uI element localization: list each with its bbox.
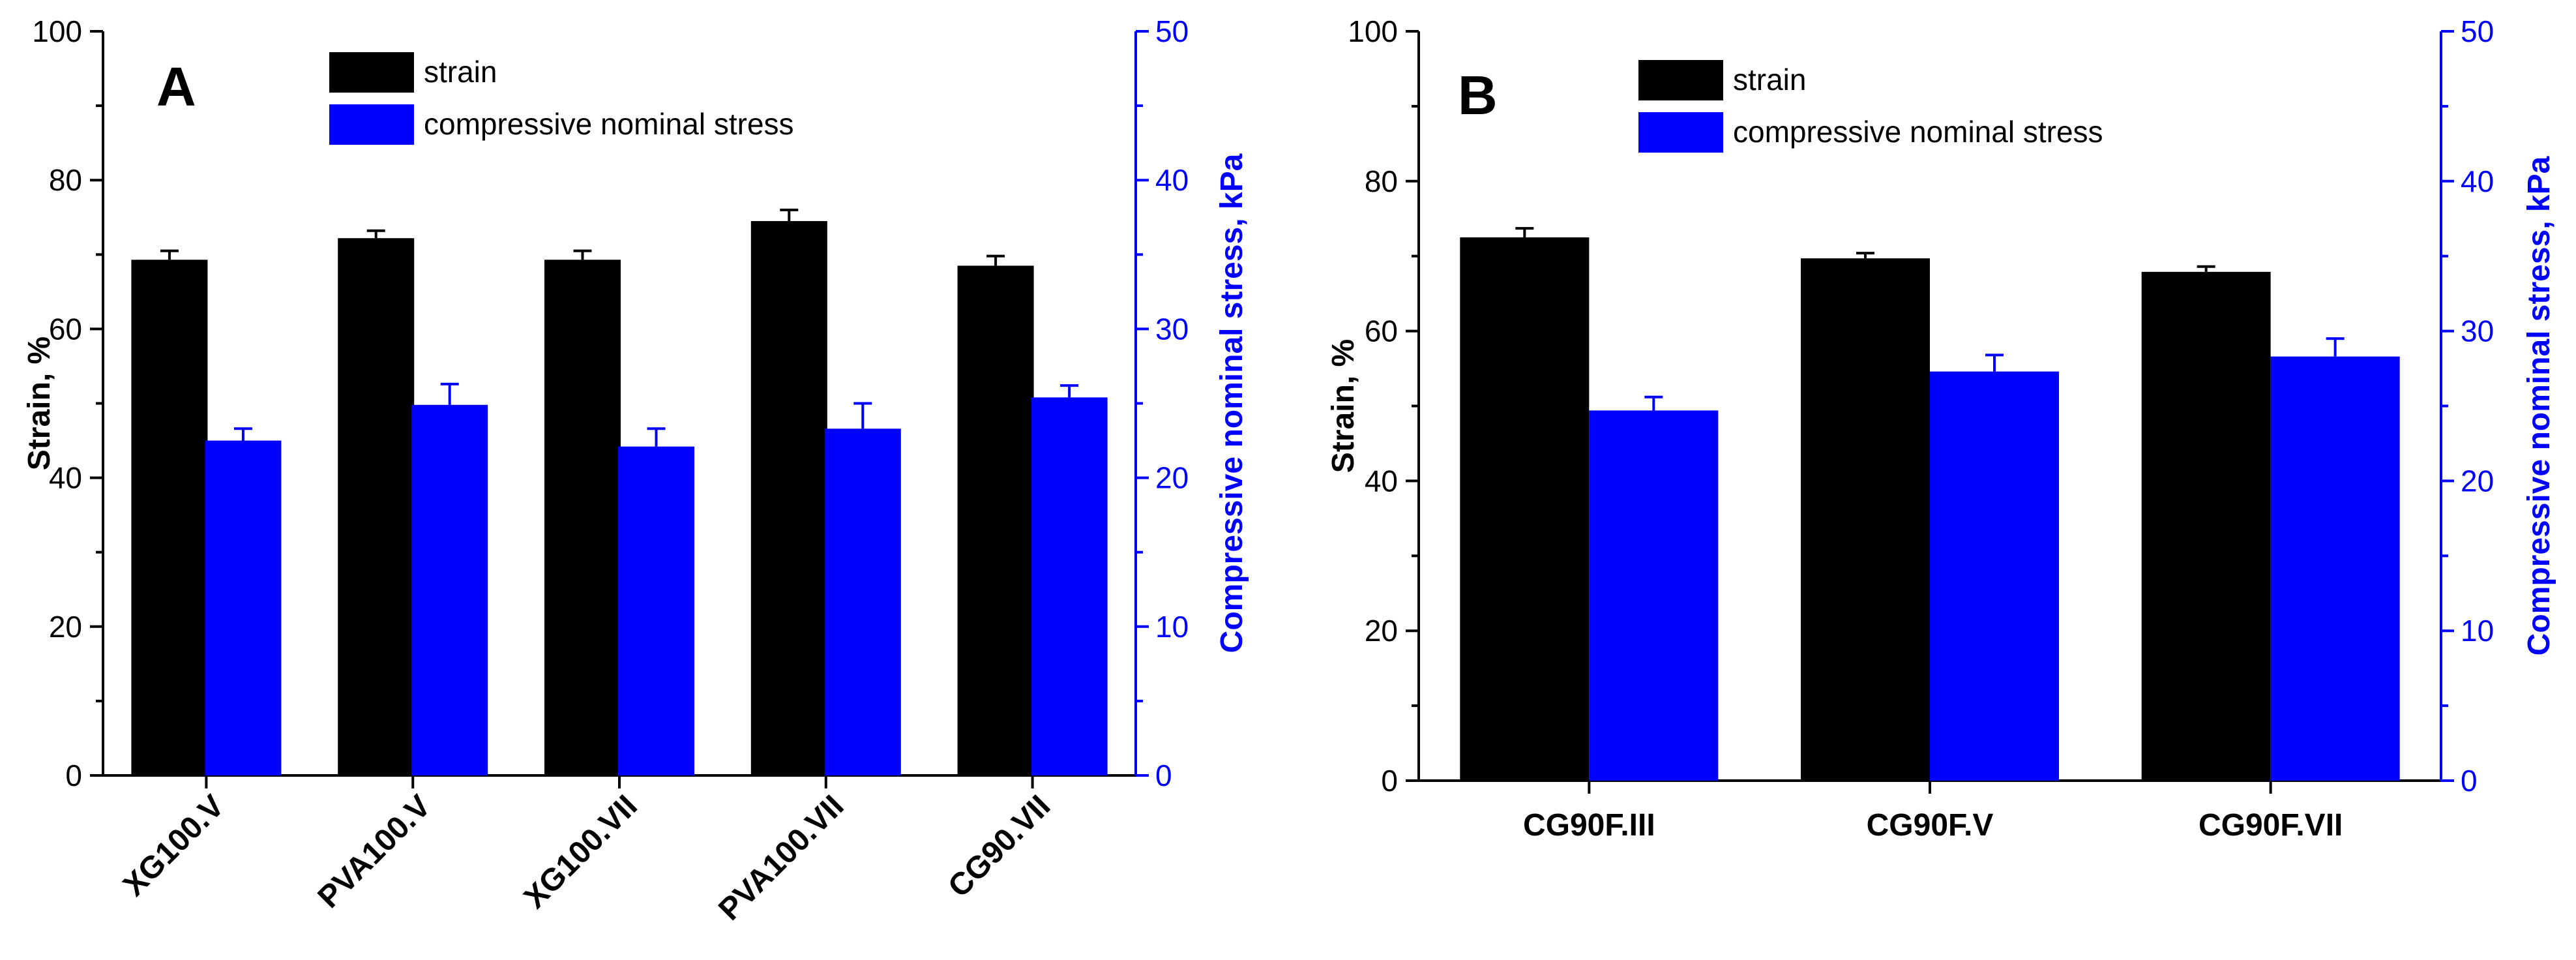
x-tick-label: CG90F.VII [2198, 808, 2343, 843]
right-y-tick-label: 50 [1155, 14, 1189, 48]
left-y-tick-label: 80 [1365, 164, 1398, 198]
left-y-tick-label: 0 [1381, 764, 1398, 798]
right-y-tick-label: 20 [1155, 461, 1189, 495]
right-y-axis-title: Compressive nominal stress, kPa [2522, 156, 2556, 655]
stress-bar [1589, 410, 1719, 781]
right-y-tick-label: 40 [1155, 163, 1189, 197]
right-y-tick-label: 10 [2461, 614, 2494, 648]
right-y-tick-label: 40 [2461, 164, 2494, 198]
left-y-tick-label: 20 [1365, 614, 1398, 648]
left-y-tick-label: 80 [49, 163, 82, 197]
strain-bar [131, 260, 208, 775]
legend-swatch [1638, 112, 1723, 153]
stress-bar [1930, 371, 2059, 781]
left-y-axis-title: Strain, % [22, 337, 57, 470]
left-y-axis-title: Strain, % [1326, 339, 1361, 473]
stress-bar [2270, 356, 2400, 781]
stress-bar [824, 428, 901, 775]
left-y-tick-label: 40 [49, 461, 82, 495]
strain-bar [1460, 237, 1590, 781]
stress-bar [1031, 397, 1108, 775]
x-tick-label: XG100.VII [518, 788, 644, 915]
x-tick-label: CG90.VII [941, 788, 1057, 904]
strain-bar [338, 238, 415, 775]
right-y-axis-title: Compressive nominal stress, kPa [1215, 153, 1249, 653]
right-y-tick-label: 30 [1155, 312, 1189, 346]
right-y-tick-label: 10 [1155, 610, 1189, 644]
left-y-tick-label: 0 [65, 758, 82, 792]
x-tick-label: XG100.V [117, 788, 231, 903]
legend-label: compressive nominal stress [424, 107, 794, 141]
legend-label: strain [1733, 63, 1806, 97]
x-tick-label: PVA100.VII [712, 788, 850, 927]
chart-a-svg: 0 20 40 60 80 100 0 10 20 30 40 50 Strain, % Compress… [22, 14, 1249, 927]
left-y-tick-label: 40 [1365, 464, 1398, 498]
x-tick-label: PVA100.V [312, 788, 437, 914]
strain-bar [2141, 271, 2271, 781]
left-y-tick-label: 60 [49, 312, 82, 346]
stress-bar [205, 440, 282, 775]
left-y-tick-label: 100 [1348, 14, 1398, 48]
left-y-tick-label: 20 [49, 610, 82, 644]
legend-swatch [1638, 60, 1723, 100]
stress-bar [411, 404, 488, 775]
stress-bar [618, 446, 694, 775]
strain-bar [544, 260, 621, 775]
legend-label: strain [424, 55, 497, 89]
chart-panel-a: 0 20 40 60 80 100 0 10 20 30 40 50 Strain, % Compress… [22, 14, 1249, 927]
right-y-tick-label: 0 [1155, 758, 1172, 792]
legend-swatch [329, 52, 414, 93]
strain-bar [750, 220, 827, 776]
x-tick-label: CG90F.III [1523, 808, 1655, 843]
right-y-tick-label: 50 [2461, 14, 2494, 48]
strain-bar [1801, 258, 1930, 781]
x-tick-label: CG90F.V [1867, 808, 1994, 843]
right-y-tick-label: 0 [2461, 764, 2478, 798]
left-y-tick-label: 100 [32, 14, 82, 48]
chart-b-svg: 0 20 40 60 80 100 0 10 20 30 40 50 Strain, % Compress… [1326, 14, 2556, 843]
panel-label: B [1458, 65, 1498, 126]
legend-label: compressive nominal stress [1733, 115, 2103, 149]
right-y-tick-label: 20 [2461, 464, 2494, 498]
chart-panel-b: 0 20 40 60 80 100 0 10 20 30 40 50 Strain, % Compress… [1288, 0, 2576, 960]
legend-swatch [329, 104, 414, 145]
strain-bar [957, 265, 1034, 775]
right-y-tick-label: 30 [2461, 314, 2494, 348]
panel-label: A [156, 56, 196, 117]
left-y-tick-label: 60 [1365, 314, 1398, 348]
